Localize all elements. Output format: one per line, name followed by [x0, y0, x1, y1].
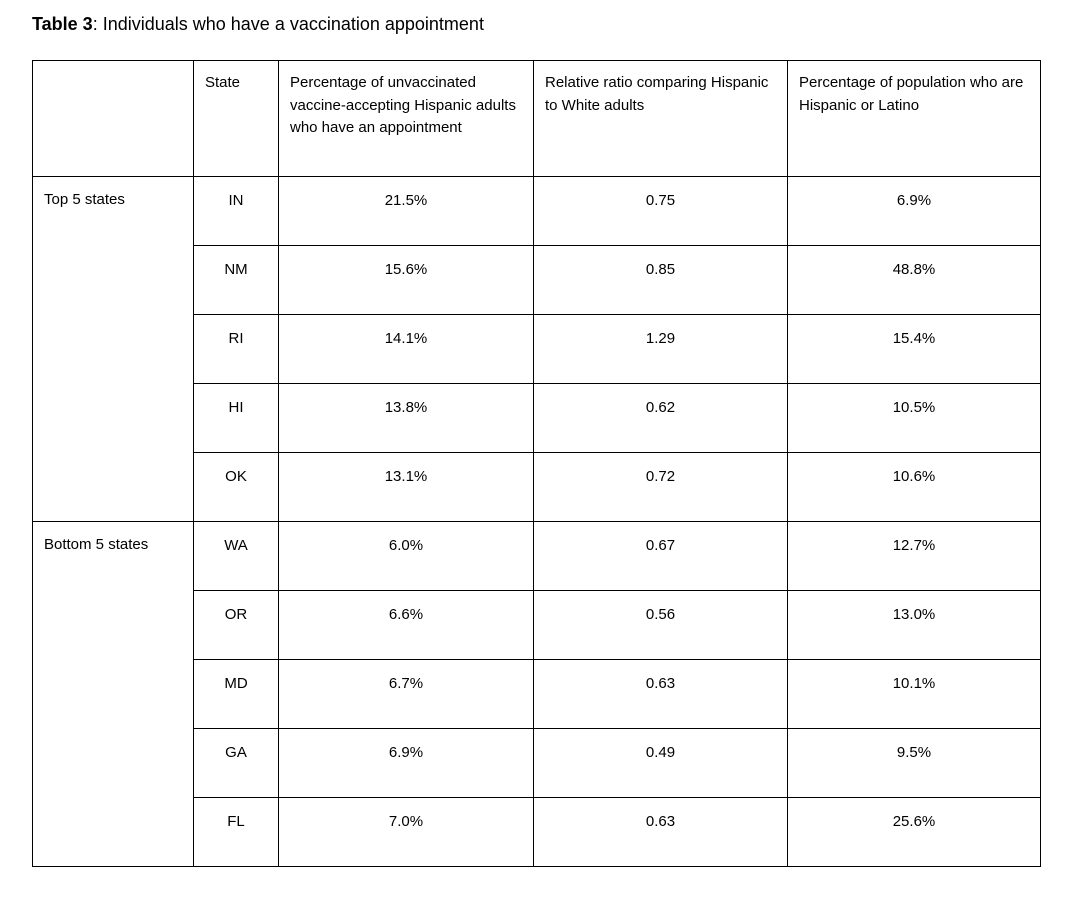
state-cell: FL	[193, 797, 279, 868]
relative-ratio-cell: 0.72	[533, 452, 788, 523]
table-row: OK 13.1% 0.72 10.6%	[33, 452, 1041, 523]
header-group	[32, 60, 194, 178]
table-row: MD 6.7% 0.63 10.1%	[33, 659, 1041, 730]
appointment-pct-cell: 13.8%	[278, 383, 534, 454]
header-appointment-pct: Percentage of unvaccinated vaccine-accep…	[278, 60, 534, 178]
state-cell: RI	[193, 314, 279, 385]
table-row: Bottom 5 states WA 6.0% 0.67 12.7%	[32, 521, 1041, 868]
table-title-label: Table 3	[32, 14, 93, 34]
header-row: State Percentage of unvaccinated vaccine…	[32, 60, 1041, 178]
header-hispanic-pop-pct: Percentage of population who are Hispani…	[787, 60, 1041, 178]
relative-ratio-cell: 0.67	[533, 521, 788, 592]
state-cell: WA	[193, 521, 279, 592]
table-row: GA 6.9% 0.49 9.5%	[33, 728, 1041, 799]
appointment-pct-cell: 21.5%	[278, 176, 534, 247]
hispanic-pop-pct-cell: 10.1%	[787, 659, 1041, 730]
state-cell: GA	[193, 728, 279, 799]
header-relative-ratio: Relative ratio comparing Hispanic to Whi…	[533, 60, 788, 178]
appointment-pct-cell: 13.1%	[278, 452, 534, 523]
relative-ratio-cell: 0.75	[533, 176, 788, 247]
hispanic-pop-pct-cell: 15.4%	[787, 314, 1041, 385]
relative-ratio-cell: 1.29	[533, 314, 788, 385]
table-row: RI 14.1% 1.29 15.4%	[33, 314, 1041, 385]
table-title-caption: : Individuals who have a vaccination app…	[92, 14, 484, 34]
relative-ratio-cell: 0.85	[533, 245, 788, 316]
hispanic-pop-pct-cell: 10.6%	[787, 452, 1041, 523]
hispanic-pop-pct-cell: 48.8%	[787, 245, 1041, 316]
table-title: Table 3: Individuals who have a vaccinat…	[32, 13, 1040, 36]
hispanic-pop-pct-cell: 9.5%	[787, 728, 1041, 799]
appointment-pct-cell: 6.6%	[278, 590, 534, 661]
relative-ratio-cell: 0.56	[533, 590, 788, 661]
hispanic-pop-pct-cell: 25.6%	[787, 797, 1041, 868]
appointment-pct-cell: 7.0%	[278, 797, 534, 868]
table-row: NM 15.6% 0.85 48.8%	[33, 245, 1041, 316]
vaccination-appointment-table: State Percentage of unvaccinated vaccine…	[32, 60, 1041, 868]
state-cell: IN	[193, 176, 279, 247]
table-row: Top 5 states IN 21.5% 0.75 6.9%	[32, 176, 1041, 523]
relative-ratio-cell: 0.63	[533, 659, 788, 730]
hispanic-pop-pct-cell: 10.5%	[787, 383, 1041, 454]
state-cell: OK	[193, 452, 279, 523]
state-cell: NM	[193, 245, 279, 316]
relative-ratio-cell: 0.63	[533, 797, 788, 868]
relative-ratio-cell: 0.62	[533, 383, 788, 454]
table-row: FL 7.0% 0.63 25.6%	[33, 797, 1041, 868]
table-row: HI 13.8% 0.62 10.5%	[33, 383, 1041, 454]
appointment-pct-cell: 15.6%	[278, 245, 534, 316]
appointment-pct-cell: 14.1%	[278, 314, 534, 385]
state-cell: MD	[193, 659, 279, 730]
hispanic-pop-pct-cell: 6.9%	[787, 176, 1041, 247]
relative-ratio-cell: 0.49	[533, 728, 788, 799]
appointment-pct-cell: 6.7%	[278, 659, 534, 730]
table-row: OR 6.6% 0.56 13.0%	[33, 590, 1041, 661]
hispanic-pop-pct-cell: 12.7%	[787, 521, 1041, 592]
hispanic-pop-pct-cell: 13.0%	[787, 590, 1041, 661]
state-cell: OR	[193, 590, 279, 661]
row-group-label-top5: Top 5 states	[32, 176, 194, 523]
appointment-pct-cell: 6.0%	[278, 521, 534, 592]
state-cell: HI	[193, 383, 279, 454]
header-state: State	[193, 60, 279, 178]
row-group-label-bottom5: Bottom 5 states	[32, 521, 194, 868]
appointment-pct-cell: 6.9%	[278, 728, 534, 799]
